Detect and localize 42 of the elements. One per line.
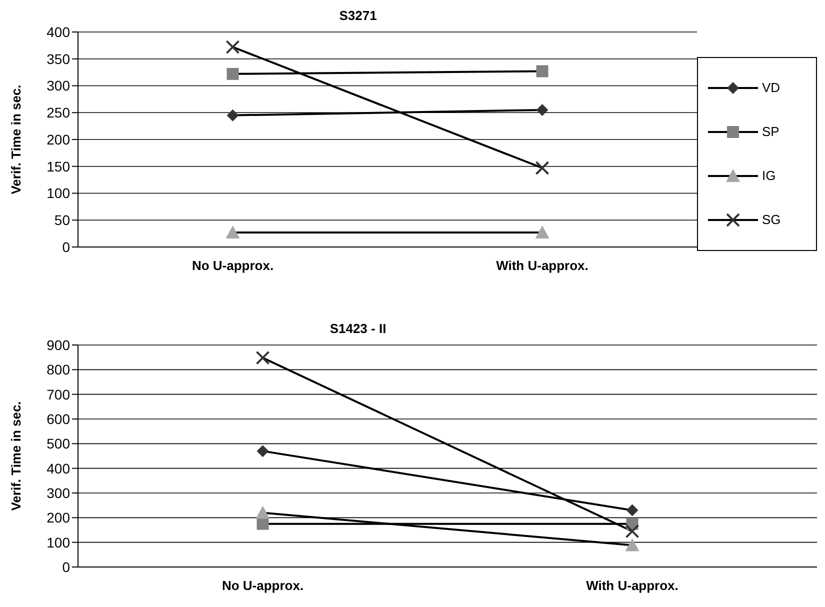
point — [226, 40, 240, 54]
legend-label: SG — [762, 212, 781, 227]
y-tick-label: 500 — [46, 436, 70, 452]
chart-title: S3271 — [339, 8, 377, 23]
y-tick-label: 250 — [46, 104, 70, 121]
y-tick-label: 50 — [54, 212, 70, 228]
y-tick-label: 100 — [46, 534, 70, 550]
x-tick-label: No U-approx. — [192, 258, 274, 274]
point — [226, 109, 239, 122]
x-tick-label: With U-approx. — [496, 258, 588, 274]
y-tick-label: 0 — [62, 558, 70, 575]
chart-title: S1423 - II — [330, 321, 386, 336]
point — [536, 65, 548, 78]
y-axis-title: Verif. Time in sec. — [8, 84, 24, 194]
legend-label: VD — [762, 80, 780, 95]
point — [535, 160, 550, 175]
y-tick-label: 400 — [46, 24, 70, 40]
point — [625, 524, 640, 538]
y-tick-label: 600 — [46, 410, 70, 427]
x-tick-label: With U-approx. — [586, 578, 678, 594]
y-tick-label: 150 — [46, 158, 70, 174]
y-tick-label: 900 — [46, 336, 70, 353]
legend-label: IG — [762, 168, 776, 183]
point — [256, 350, 270, 365]
y-tick-label: 350 — [46, 50, 70, 67]
y-tick-label: 200 — [46, 131, 70, 148]
point — [256, 445, 269, 458]
y-tick-label: 300 — [46, 484, 70, 501]
legend-label: SP — [762, 124, 780, 139]
y-tick-label: 400 — [46, 460, 70, 476]
y-tick-label: 100 — [46, 185, 70, 202]
point — [256, 518, 269, 530]
y-tick-label: 0 — [62, 238, 70, 255]
point — [626, 504, 638, 516]
y-axis-title: Verif. Time in sec. — [8, 401, 24, 511]
point — [536, 104, 548, 116]
y-tick-label: 200 — [46, 510, 70, 526]
y-tick-label: 700 — [46, 386, 70, 402]
point — [226, 68, 239, 80]
y-tick-label: 300 — [46, 78, 70, 94]
y-tick-label: 800 — [46, 362, 70, 378]
x-tick-label: No U-approx. — [222, 578, 304, 594]
